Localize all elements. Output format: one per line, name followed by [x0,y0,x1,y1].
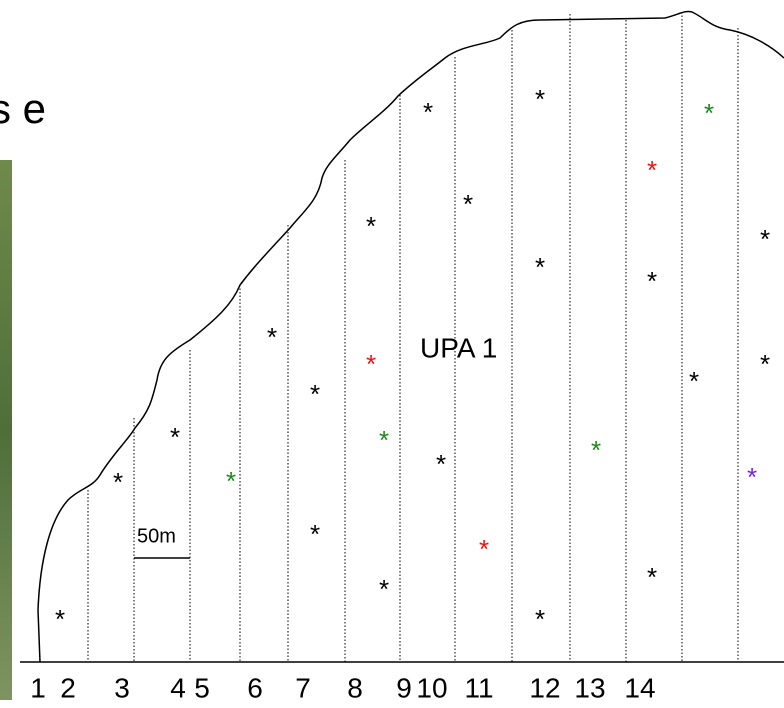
tree-marker: * [647,266,657,296]
tree-marker: * [310,379,320,409]
strip-number: 9 [396,672,412,703]
tree-marker: * [535,252,545,282]
tree-marker: * [436,449,446,479]
strip-number: 1 [30,672,46,703]
strip-lines [87,12,739,662]
tree-marker: * [647,562,657,592]
area-boundary [37,10,784,663]
tree-marker: * [689,366,699,396]
strip-number: 6 [247,672,263,703]
tree-marker: * [366,349,376,379]
scale-label: 50m [137,525,176,547]
aerial-photo-strip [0,160,12,700]
heading: s e [0,85,46,132]
tree-marker: * [591,435,601,465]
strip-number: 2 [60,672,76,703]
strip-number: 7 [295,672,311,703]
tree-marker: * [704,98,714,128]
tree-marker: * [535,604,545,634]
strip-number: 11 [464,672,493,703]
tree-marker: * [55,604,65,634]
tree-marker: * [379,574,389,604]
tree-marker: * [463,189,473,219]
tree-markers: * * * * * * * * * * * * * * * * * * * * * * * * * * * [55,84,770,634]
strip-number: 14 [624,672,655,703]
tree-marker: * [760,224,770,254]
area-label: UPA 1 [420,332,497,363]
tree-marker: * [535,84,545,114]
tree-marker: * [226,466,236,496]
strip-number: 5 [194,672,210,703]
strip-number: 4 [170,672,186,703]
strip-numbers: 1 2 3 4 5 6 7 8 9 10 11 12 13 14 [30,672,655,703]
tree-marker: * [747,462,757,492]
tree-marker: * [379,425,389,455]
strip-number: 10 [416,672,447,703]
tree-marker: * [113,467,123,497]
tree-marker: * [170,422,180,452]
strip-number: 8 [347,672,363,703]
tree-marker: * [760,349,770,379]
tree-marker: * [366,211,376,241]
tree-marker: * [647,155,657,185]
tree-marker: * [267,322,277,352]
strip-number: 12 [529,672,560,703]
strip-number: 13 [574,672,605,703]
strip-number: 3 [114,672,130,703]
tree-marker: * [310,519,320,549]
tree-marker: * [479,534,489,564]
tree-marker: * [423,97,433,127]
